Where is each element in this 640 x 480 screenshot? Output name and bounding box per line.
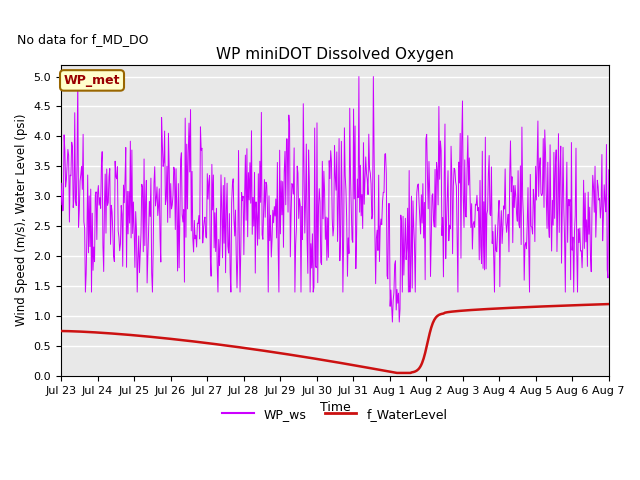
- Title: WP miniDOT Dissolved Oxygen: WP miniDOT Dissolved Oxygen: [216, 47, 454, 62]
- Text: WP_met: WP_met: [64, 74, 120, 87]
- X-axis label: Time: Time: [319, 401, 350, 414]
- Text: No data for f_MD_DO: No data for f_MD_DO: [17, 33, 148, 46]
- Y-axis label: Wind Speed (m/s), Water Level (psi): Wind Speed (m/s), Water Level (psi): [15, 114, 28, 326]
- Legend: WP_ws, f_WaterLevel: WP_ws, f_WaterLevel: [218, 403, 452, 426]
